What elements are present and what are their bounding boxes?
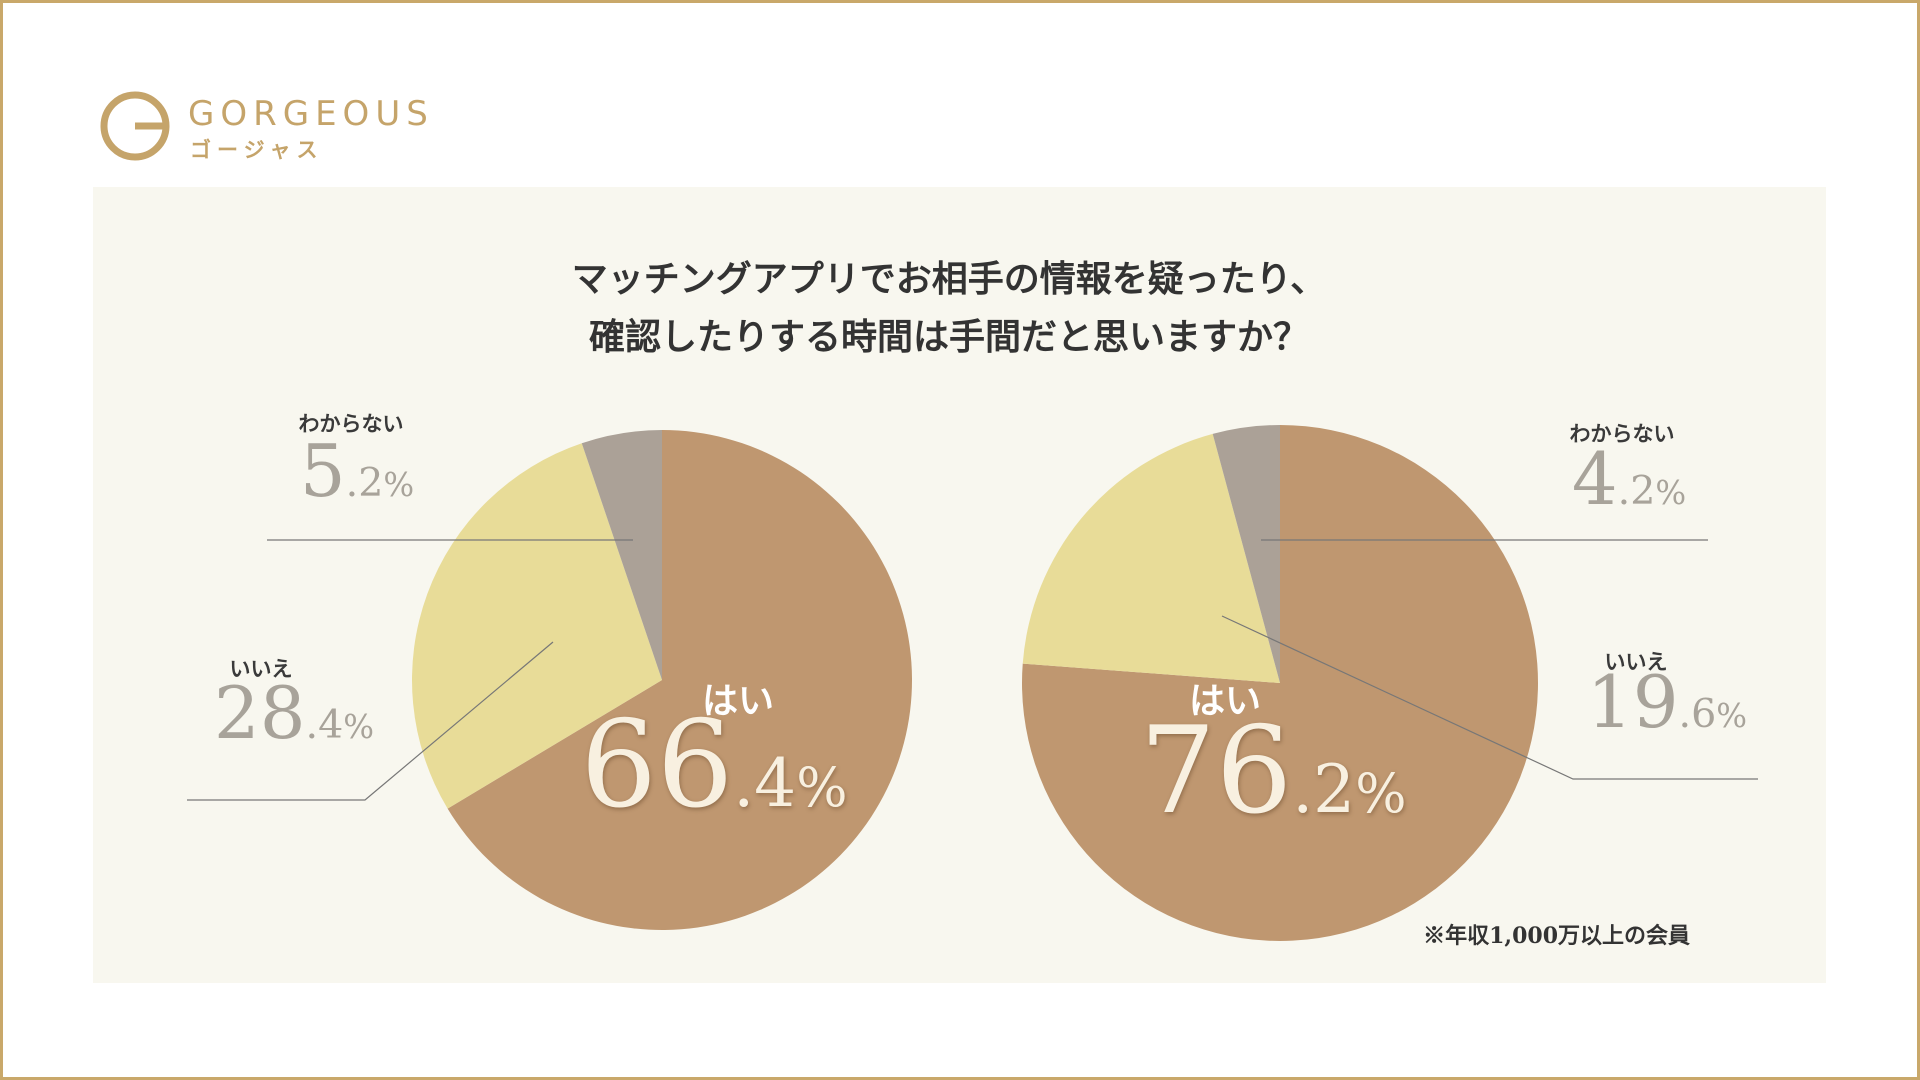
value-label: 19.6% [1587,660,1747,744]
category-label: はい [702,681,774,722]
panel [93,187,1826,983]
category-label: いいえ [230,657,293,681]
pie-slice [447,430,912,930]
leader-line [187,641,554,801]
value-label: 28.4% [214,671,374,755]
pie-slice [581,430,662,680]
value-label: 66.4% [581,696,848,835]
note: ※年収1,000万以上の会員 [1423,923,1690,949]
pie-slice [412,443,662,809]
value-label: 76.2% [1140,702,1407,841]
category-label: はい [1189,681,1261,722]
category-label: わからない [1570,422,1675,446]
value-label: 5.2% [300,429,414,513]
leader-line [1221,615,1758,780]
logo-name: GORGEOUS [188,94,434,134]
logo-kana: ゴージャス [190,138,324,162]
pie-slice [1022,433,1280,683]
title-line: マッチングアプリでお相手の情報を疑ったり、 [572,258,1327,300]
value-label: 4.2% [1572,437,1686,521]
logo: GORGEOUS ゴージャス [100,91,434,162]
category-label: いいえ [1605,650,1668,674]
pie-slice [1212,425,1280,683]
title-line: 確認したりする時間は手間だと思いますか？ [589,316,1309,358]
category-label: わからない [299,412,404,436]
